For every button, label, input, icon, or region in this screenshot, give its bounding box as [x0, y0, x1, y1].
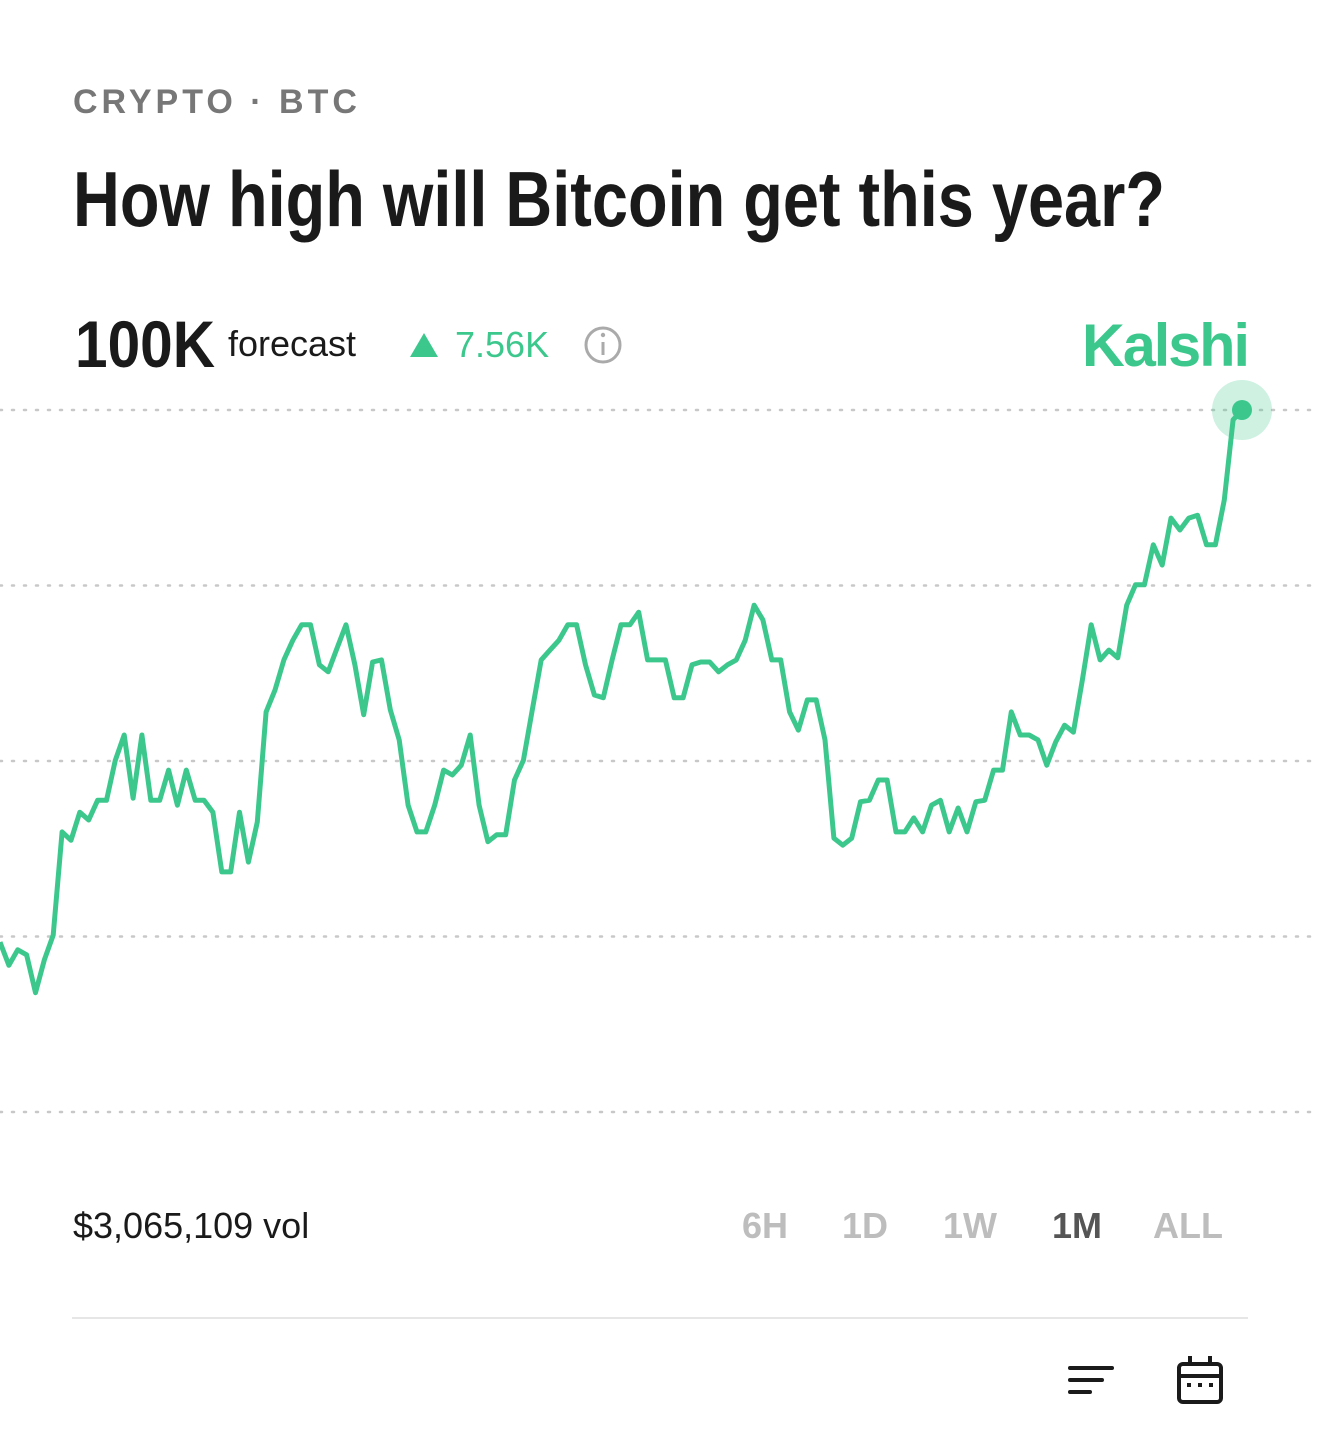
volume: $3,065,109 vol — [73, 1205, 309, 1246]
title: How high will Bitcoin get this year? — [73, 155, 1165, 243]
forecast-value: 100K — [75, 307, 215, 381]
forecast-label: forecast — [228, 323, 356, 364]
range-button[interactable]: 1M — [1052, 1205, 1102, 1246]
endpoint — [1232, 400, 1252, 420]
range-selector: 6H 1D 1W 1M ALL — [742, 1205, 1223, 1246]
range-button[interactable]: 6H — [742, 1205, 788, 1246]
category: CRYPTO · BTC — [73, 83, 361, 121]
up-arrow — [410, 333, 438, 357]
calendar-icon[interactable] — [1177, 1356, 1223, 1404]
forecast-change: 7.56K — [455, 324, 549, 365]
chart — [0, 380, 1312, 1114]
info-icon[interactable] — [584, 326, 622, 364]
range-button[interactable]: ALL — [1153, 1205, 1223, 1246]
range-button[interactable]: 1W — [943, 1205, 997, 1246]
range-button[interactable]: 1D — [842, 1205, 888, 1246]
brand: Kalshi — [1082, 312, 1248, 379]
sort-icon[interactable] — [1068, 1366, 1114, 1394]
price-line — [0, 408, 1244, 996]
